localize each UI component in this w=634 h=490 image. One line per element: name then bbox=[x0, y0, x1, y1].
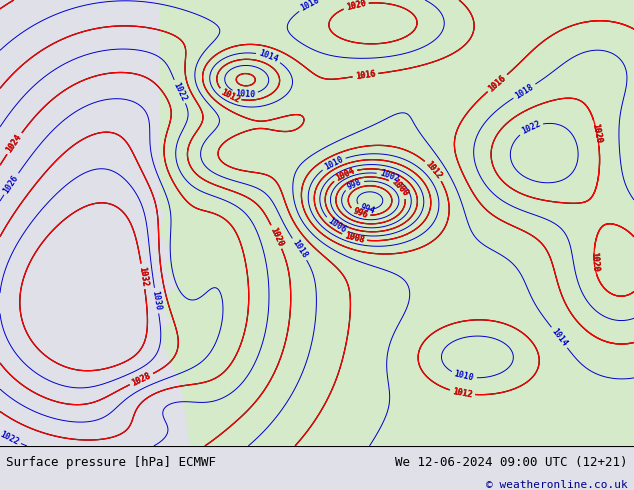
Text: 998: 998 bbox=[346, 177, 363, 192]
Text: 1020: 1020 bbox=[590, 122, 604, 144]
Text: 1022: 1022 bbox=[171, 81, 188, 102]
Point bbox=[0, 442, 5, 450]
Text: 1022: 1022 bbox=[0, 430, 20, 446]
Text: 1008: 1008 bbox=[344, 231, 365, 245]
Text: 1032: 1032 bbox=[137, 266, 149, 287]
Text: 1024: 1024 bbox=[5, 133, 23, 154]
Point bbox=[0, 442, 5, 450]
Text: 1010: 1010 bbox=[453, 369, 475, 383]
Polygon shape bbox=[0, 0, 178, 446]
Text: 1012: 1012 bbox=[219, 88, 242, 105]
Text: 996: 996 bbox=[351, 207, 369, 220]
Text: 1020: 1020 bbox=[268, 226, 285, 248]
Text: 1018: 1018 bbox=[514, 82, 535, 100]
Text: 1012: 1012 bbox=[424, 160, 444, 181]
Text: 1010: 1010 bbox=[235, 89, 256, 99]
Text: 1016: 1016 bbox=[487, 73, 508, 93]
Text: 1004: 1004 bbox=[334, 166, 356, 183]
Text: 1004: 1004 bbox=[334, 166, 356, 183]
Point bbox=[0, 442, 5, 450]
Text: 1016: 1016 bbox=[355, 70, 376, 81]
Text: 1020: 1020 bbox=[589, 251, 600, 272]
Point bbox=[0, 442, 5, 450]
Text: 1002: 1002 bbox=[378, 169, 400, 184]
Text: 1020: 1020 bbox=[268, 226, 285, 248]
Text: 1016: 1016 bbox=[355, 70, 376, 81]
Text: 1020: 1020 bbox=[345, 0, 366, 12]
Point bbox=[0, 442, 5, 450]
Text: 1012: 1012 bbox=[452, 387, 473, 399]
Text: 1014: 1014 bbox=[550, 327, 569, 348]
Point bbox=[0, 442, 5, 450]
Text: 1024: 1024 bbox=[5, 133, 23, 154]
Text: 1020: 1020 bbox=[590, 122, 604, 144]
Text: 1018: 1018 bbox=[299, 0, 321, 13]
Text: 1000: 1000 bbox=[389, 177, 410, 198]
Text: 1006: 1006 bbox=[326, 217, 347, 235]
Text: We 12-06-2024 09:00 UTC (12+21): We 12-06-2024 09:00 UTC (12+21) bbox=[395, 456, 628, 469]
Text: 1022: 1022 bbox=[520, 120, 541, 136]
Point bbox=[0, 442, 5, 450]
Text: 1018: 1018 bbox=[290, 239, 309, 260]
Text: 1012: 1012 bbox=[452, 387, 473, 399]
Text: 1028: 1028 bbox=[131, 371, 152, 388]
Polygon shape bbox=[114, 0, 634, 446]
Point bbox=[0, 442, 5, 450]
Text: 1032: 1032 bbox=[137, 266, 149, 287]
Point bbox=[0, 442, 5, 450]
Text: 1010: 1010 bbox=[323, 155, 344, 172]
Text: 1012: 1012 bbox=[219, 88, 242, 105]
Bar bbox=[0, 0, 158, 446]
Text: 1020: 1020 bbox=[589, 251, 600, 272]
Point bbox=[0, 442, 5, 450]
Text: 1008: 1008 bbox=[344, 231, 365, 245]
Text: 994: 994 bbox=[358, 202, 375, 216]
Text: © weatheronline.co.uk: © weatheronline.co.uk bbox=[486, 480, 628, 490]
Text: 1026: 1026 bbox=[2, 173, 20, 195]
Bar bbox=[583, 0, 634, 446]
Text: 996: 996 bbox=[351, 207, 369, 220]
Text: 1028: 1028 bbox=[131, 371, 152, 388]
Text: Surface pressure [hPa] ECMWF: Surface pressure [hPa] ECMWF bbox=[6, 456, 216, 469]
Text: 1020: 1020 bbox=[345, 0, 366, 12]
Text: 1030: 1030 bbox=[150, 290, 163, 311]
Point bbox=[0, 442, 5, 450]
Point bbox=[0, 442, 5, 450]
Text: 1014: 1014 bbox=[257, 49, 280, 65]
Text: 1000: 1000 bbox=[389, 177, 410, 198]
Text: 1016: 1016 bbox=[487, 73, 508, 93]
Text: 1012: 1012 bbox=[424, 160, 444, 181]
